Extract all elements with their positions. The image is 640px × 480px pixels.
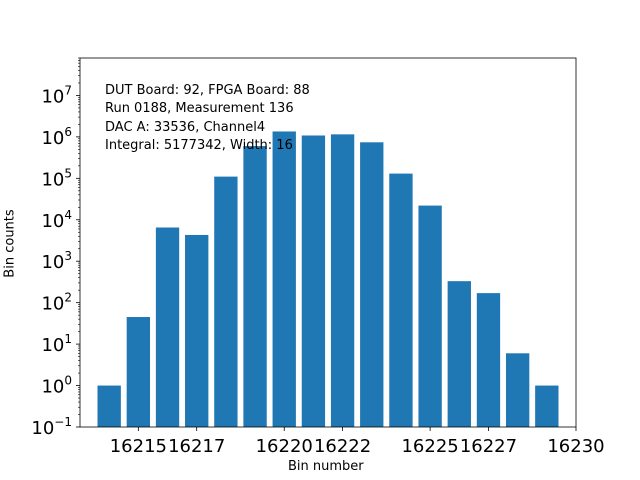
y-tick-label: 104: [41, 208, 72, 232]
bar: [126, 317, 151, 427]
bar: [418, 205, 442, 427]
bar: [505, 353, 530, 427]
y-tick-label: 105: [41, 166, 72, 190]
bar: [360, 142, 384, 428]
bar: [301, 135, 326, 428]
annotation-line-2: Run 0188, Measurement 136: [105, 101, 294, 116]
annotation-line-4: Integral: 5177342, Width: 16: [105, 138, 293, 153]
bar: [214, 176, 238, 427]
bar: [185, 234, 209, 427]
x-axis-label: Bin number: [288, 459, 364, 474]
plot-frame: [79, 57, 577, 428]
bar: [389, 173, 413, 427]
bar: [476, 293, 501, 427]
bar: [447, 281, 471, 427]
y-tick-label: 103: [41, 249, 72, 273]
x-tick-label: 16230: [547, 436, 604, 457]
annotation-line-1: DUT Board: 92, FPGA Board: 88: [105, 83, 310, 98]
y-tick-label: 102: [41, 291, 72, 315]
y-tick-label: 10−1: [31, 415, 72, 439]
bar: [272, 131, 296, 427]
y-tick-label: 100: [41, 374, 72, 398]
x-tick-label: 16222: [314, 436, 371, 457]
bar: [535, 385, 559, 427]
y-axis-label: Bin counts: [2, 209, 18, 278]
y-axis-ticks: 10−1 100 101 102 103 104 105 106 107: [31, 57, 80, 439]
y-tick-label: 106: [41, 125, 72, 149]
bars-group: [97, 131, 559, 428]
bar: [243, 146, 267, 427]
bar: [155, 227, 180, 427]
x-axis-ticks: 16215 16217 16220 16222 16225 16227 16230: [110, 427, 605, 457]
x-tick-label: 16225: [401, 436, 458, 457]
x-tick-label: 16217: [168, 436, 225, 457]
x-tick-label: 16227: [460, 436, 517, 457]
bar: [97, 385, 121, 427]
x-tick-label: 16215: [110, 436, 167, 457]
annotation-line-3: DAC A: 33536, Channel4: [105, 120, 266, 135]
x-tick-label: 16220: [256, 436, 313, 457]
y-tick-label: 107: [41, 83, 72, 107]
bar: [330, 134, 355, 428]
y-tick-label: 101: [41, 332, 72, 356]
